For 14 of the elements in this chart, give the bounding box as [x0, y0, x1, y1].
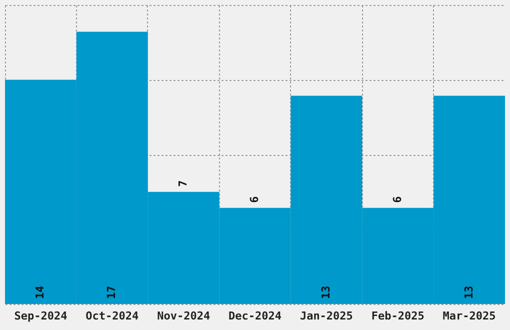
x-tick-label: Oct-2024 — [86, 310, 140, 322]
data-label: 7 — [176, 180, 190, 187]
data-label: 13 — [319, 286, 332, 299]
x-tick-label: Feb-2025 — [371, 310, 424, 322]
data-label: 14 — [34, 285, 47, 299]
x-tick-label: Dec-2024 — [228, 310, 282, 322]
data-label: 6 — [390, 196, 404, 203]
x-tick-label: Mar-2025 — [442, 310, 496, 322]
data-label: 13 — [462, 286, 476, 299]
x-tick-label: Jan-2025 — [300, 310, 353, 322]
data-label: 6 — [248, 196, 261, 203]
x-tick-label: Sep-2024 — [14, 310, 68, 322]
x-tick-label: Nov-2024 — [157, 310, 210, 322]
data-label: 17 — [105, 286, 118, 299]
